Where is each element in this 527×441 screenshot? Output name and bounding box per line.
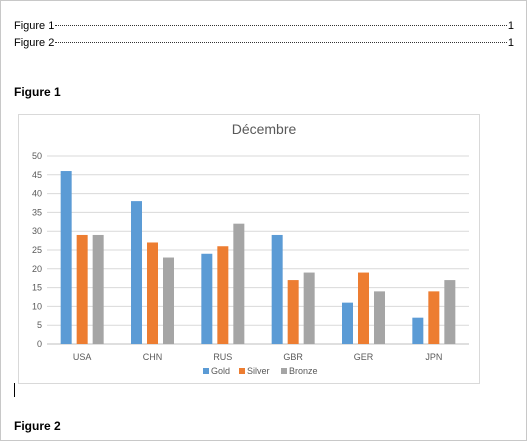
toc-entry-label[interactable]: Figure 2 bbox=[14, 37, 55, 49]
bar-gold-jpn bbox=[412, 317, 424, 344]
x-tick-label: USA bbox=[73, 352, 92, 362]
toc-leader-dots bbox=[55, 24, 507, 26]
y-tick-label: 10 bbox=[32, 301, 42, 311]
legend-swatch-gold bbox=[203, 368, 209, 374]
legend-swatch-silver bbox=[239, 368, 245, 374]
x-tick-label: JPN bbox=[425, 352, 442, 362]
x-tick-label: CHN bbox=[143, 352, 163, 362]
bar-bronze-gbr bbox=[303, 272, 315, 344]
y-tick-label: 0 bbox=[37, 339, 42, 349]
bar-gold-usa bbox=[60, 171, 72, 344]
toc-entry-figure-1[interactable]: Figure 1 1 bbox=[14, 19, 514, 33]
bar-bronze-usa bbox=[92, 234, 104, 344]
toc-entry-page-number: 1 bbox=[507, 37, 514, 49]
bar-bronze-chn bbox=[163, 257, 174, 344]
toc-leader-dots bbox=[55, 41, 507, 43]
x-tick-label: RUS bbox=[213, 352, 232, 362]
x-tick-label: GBR bbox=[283, 352, 303, 362]
bar-gold-chn bbox=[131, 201, 142, 344]
bar-bronze-jpn bbox=[444, 280, 456, 344]
bar-silver-ger bbox=[358, 272, 369, 344]
bar-chart: Décembre 0 5 10 15 20 25 30 35 40 45 50 USA CHN RUS GBR… bbox=[32, 121, 469, 376]
bar-gold-ger bbox=[342, 302, 353, 344]
bar-gold-rus bbox=[201, 253, 213, 344]
toc-entry-page-number: 1 bbox=[507, 20, 514, 32]
y-tick-label: 20 bbox=[32, 264, 42, 274]
y-tick-label: 5 bbox=[37, 320, 42, 330]
bar-bronze-rus bbox=[233, 223, 245, 344]
bar-gold-gbr bbox=[271, 234, 283, 344]
figure-2-heading: Figure 2 bbox=[14, 419, 61, 433]
y-tick-label: 50 bbox=[32, 151, 42, 161]
y-tick-label: 40 bbox=[32, 189, 42, 199]
legend-label-gold: Gold bbox=[211, 366, 230, 376]
legend-label-silver: Silver bbox=[247, 366, 270, 376]
bar-bronze-ger bbox=[374, 291, 385, 344]
bar-silver-gbr bbox=[287, 280, 299, 344]
bar-silver-usa bbox=[76, 234, 88, 344]
bar-silver-rus bbox=[217, 246, 229, 344]
legend-swatch-bronze bbox=[281, 368, 287, 374]
y-tick-label: 45 bbox=[32, 170, 42, 180]
toc-entry-figure-2[interactable]: Figure 2 1 bbox=[14, 36, 514, 50]
bar-silver-chn bbox=[147, 242, 158, 344]
text-cursor bbox=[14, 383, 15, 397]
y-tick-label: 25 bbox=[32, 245, 42, 255]
legend-label-bronze: Bronze bbox=[289, 366, 318, 376]
chart-title: Décembre bbox=[232, 121, 297, 137]
toc-entry-label[interactable]: Figure 1 bbox=[14, 20, 55, 32]
chart-object[interactable]: Décembre 0 5 10 15 20 25 30 35 40 45 50 USA CHN RUS GBR… bbox=[18, 114, 480, 384]
x-tick-label: GER bbox=[354, 352, 374, 362]
figure-1-heading: Figure 1 bbox=[14, 85, 61, 99]
y-tick-label: 30 bbox=[32, 226, 42, 236]
y-tick-label: 35 bbox=[32, 207, 42, 217]
bar-silver-jpn bbox=[428, 291, 440, 344]
y-tick-label: 15 bbox=[32, 283, 42, 293]
